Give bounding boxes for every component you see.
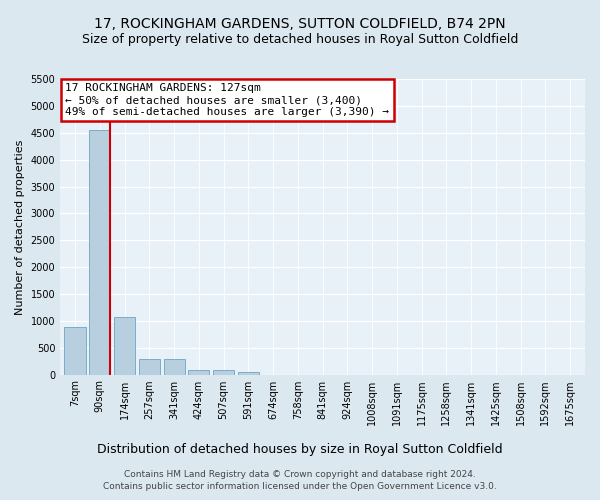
Bar — [139, 360, 160, 374]
Bar — [164, 359, 185, 374]
Bar — [238, 372, 259, 374]
Text: Size of property relative to detached houses in Royal Sutton Coldfield: Size of property relative to detached ho… — [82, 32, 518, 46]
Bar — [64, 328, 86, 374]
Text: 17, ROCKINGHAM GARDENS, SUTTON COLDFIELD, B74 2PN: 17, ROCKINGHAM GARDENS, SUTTON COLDFIELD… — [94, 18, 506, 32]
Text: Distribution of detached houses by size in Royal Sutton Coldfield: Distribution of detached houses by size … — [97, 442, 503, 456]
Text: Contains public sector information licensed under the Open Government Licence v3: Contains public sector information licen… — [103, 482, 497, 491]
Text: Contains HM Land Registry data © Crown copyright and database right 2024.: Contains HM Land Registry data © Crown c… — [124, 470, 476, 479]
Bar — [114, 317, 135, 374]
Y-axis label: Number of detached properties: Number of detached properties — [15, 139, 25, 314]
Bar — [213, 370, 234, 374]
Bar — [188, 370, 209, 374]
Bar — [89, 130, 110, 374]
Text: 17 ROCKINGHAM GARDENS: 127sqm
← 50% of detached houses are smaller (3,400)
49% o: 17 ROCKINGHAM GARDENS: 127sqm ← 50% of d… — [65, 84, 389, 116]
